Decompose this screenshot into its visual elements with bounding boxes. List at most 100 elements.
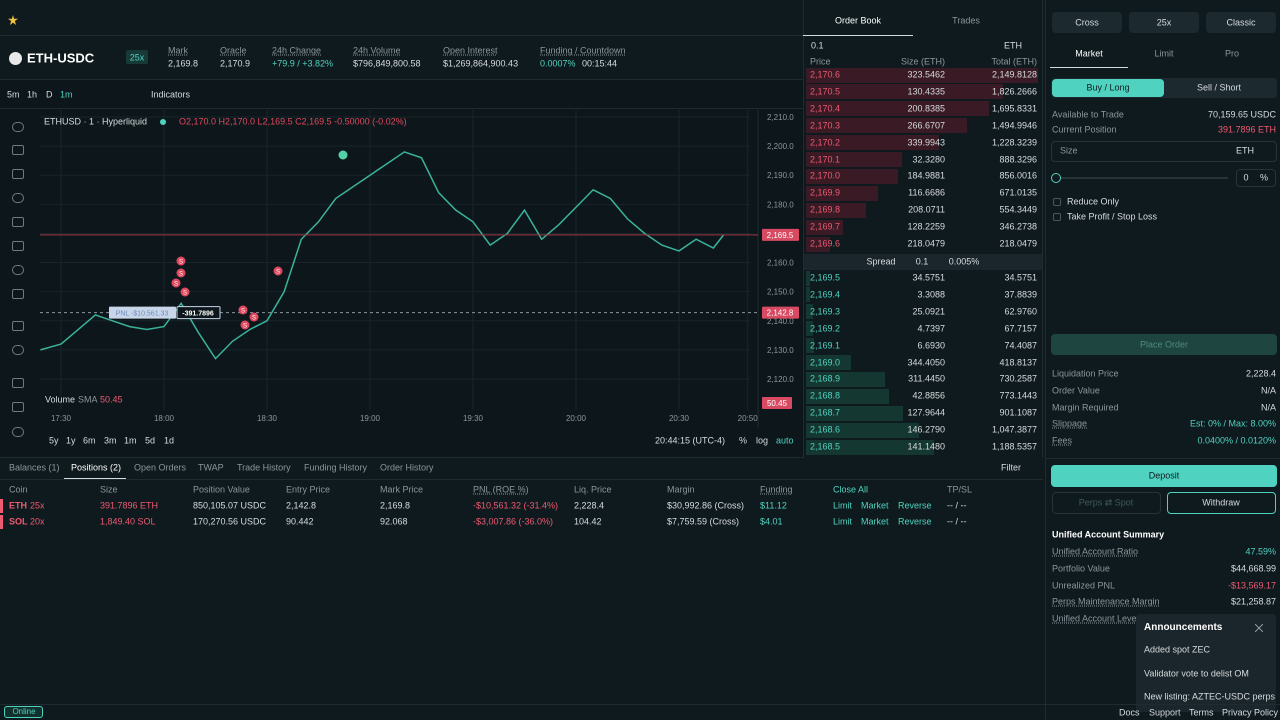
position-action[interactable]: Market (861, 500, 889, 511)
mode-label: 25x (1156, 17, 1172, 28)
order-tab[interactable]: Pro (1224, 48, 1240, 59)
mode-label: Cross (1075, 17, 1099, 28)
coin-leverage: 20x (30, 516, 45, 527)
buy-button[interactable] (1052, 79, 1164, 97)
trades-tab[interactable]: Trades (952, 15, 980, 26)
price-chart: 2,210.02,200.02,190.02,180.02,170.02,160… (40, 110, 799, 428)
tool-icon[interactable] (12, 289, 24, 299)
toolbar-divider (0, 108, 803, 109)
position-action[interactable]: Reverse (898, 500, 932, 511)
position-cell: -$10,561.32 (-31.4%) (473, 500, 559, 511)
pair-name[interactable]: ETH-USDC (27, 50, 95, 66)
coin-leverage: 25x (30, 500, 45, 511)
tool-icon[interactable] (12, 193, 24, 203)
announcement-item[interactable]: Validator vote to delist OM (1144, 668, 1249, 678)
interval[interactable]: 1h (27, 89, 38, 100)
tool-icon[interactable] (12, 122, 24, 132)
checkbox[interactable] (1053, 213, 1061, 221)
position-action[interactable]: Limit (833, 500, 853, 511)
trade-marker-label: S (179, 272, 183, 278)
withdraw-button[interactable] (1167, 492, 1276, 514)
position-action[interactable]: Reverse (898, 516, 932, 527)
positions-tab[interactable]: Trade History (237, 462, 291, 473)
close-icon[interactable] (1255, 624, 1263, 632)
range-button[interactable]: 6m (83, 435, 96, 446)
announcements-card (1136, 614, 1276, 712)
range-button[interactable]: 5y (49, 435, 59, 446)
range-button[interactable]: 1y (66, 435, 76, 446)
divider (0, 479, 1043, 480)
buy-label: Buy / Long (1086, 82, 1130, 93)
slider-thumb[interactable] (1051, 173, 1061, 183)
book-price: 2,169.5 (810, 272, 841, 283)
positions-tab[interactable]: Order History (380, 462, 434, 473)
tool-icon[interactable] (12, 345, 24, 355)
footer-link[interactable]: Docs (1119, 707, 1140, 718)
range-button[interactable]: 1d (164, 435, 175, 446)
footer-link[interactable]: Terms (1189, 707, 1214, 718)
interval[interactable]: 5m (7, 89, 20, 100)
book-total: 2,149.8128 (991, 69, 1037, 80)
depth-bar (806, 219, 844, 235)
book-price: 2,168.7 (810, 407, 841, 418)
chart-legend: ETHUSD · 1 · Hyperliquid (44, 116, 148, 127)
position-action[interactable]: Limit (833, 516, 853, 527)
y-tick-label: 2,150.0 (767, 288, 794, 297)
mode-button[interactable] (1206, 12, 1276, 33)
place-order-button[interactable] (1051, 334, 1277, 355)
book-header: Price (810, 56, 831, 67)
positions-tab[interactable]: TWAP (198, 462, 224, 473)
book-size: 42.8856 (912, 390, 945, 401)
positions-tab[interactable]: Funding History (304, 462, 368, 473)
range-button[interactable]: 1m (124, 435, 137, 446)
book-size: 130.4335 (907, 86, 945, 97)
auto-toggle[interactable]: auto (776, 435, 794, 446)
tool-icon[interactable] (12, 378, 24, 388)
announcement-item[interactable]: Added spot ZEC (1144, 644, 1211, 655)
positions-tab[interactable]: Open Orders (134, 462, 187, 473)
tool-icon[interactable] (12, 265, 24, 275)
log-toggle[interactable]: log (756, 435, 769, 446)
star-icon[interactable] (8, 15, 18, 25)
deposit-button[interactable] (1051, 465, 1277, 487)
mode-button[interactable] (1129, 12, 1199, 33)
interval[interactable]: 1m (60, 89, 73, 100)
tool-icon[interactable] (12, 321, 24, 331)
orderbook-tab[interactable]: Order Book (834, 15, 882, 26)
transfer-button[interactable] (1052, 492, 1161, 514)
tpsl-value: -- / -- (947, 500, 967, 511)
book-unit[interactable]: ETH (1004, 40, 1022, 51)
depth-bar (806, 304, 813, 320)
tool-icon[interactable] (12, 427, 24, 437)
tool-icon[interactable] (12, 145, 24, 155)
tool-icon[interactable] (12, 241, 24, 251)
position-action[interactable]: Market (861, 516, 889, 527)
tool-icon[interactable] (12, 217, 24, 227)
tick-size[interactable]: 0.1 (811, 40, 824, 51)
range-button[interactable]: 3m (104, 435, 117, 446)
tool-icon[interactable] (12, 402, 24, 412)
filter-button[interactable]: Filter (1001, 462, 1021, 473)
indicators-button[interactable]: Indicators (151, 89, 191, 100)
table-header: PNL (ROE %) (473, 484, 529, 495)
size-input[interactable] (1051, 141, 1277, 162)
announcement-item[interactable]: New listing: AZTEC-USDC perps (1144, 691, 1276, 702)
book-size: 323.5462 (907, 69, 945, 80)
order-tab[interactable]: Market (1075, 48, 1103, 59)
book-price: 2,169.1 (810, 340, 841, 351)
footer-link[interactable]: Privacy Policy (1222, 707, 1279, 718)
checkbox[interactable] (1053, 198, 1061, 206)
table-header: Mark Price (380, 484, 424, 495)
range-button[interactable]: 5d (145, 435, 156, 446)
table-header[interactable]: Close All (833, 484, 869, 495)
percent-toggle[interactable]: % (739, 435, 748, 446)
positions-tab[interactable]: Balances (1) (9, 462, 60, 473)
positions-tab[interactable]: Positions (2) (71, 462, 122, 473)
sell-label[interactable]: Sell / Short (1196, 82, 1242, 93)
tool-icon[interactable] (12, 169, 24, 179)
footer-link[interactable]: Support (1149, 707, 1181, 718)
order-tab[interactable]: Limit (1154, 48, 1174, 59)
mode-button[interactable] (1052, 12, 1122, 33)
interval[interactable]: D (46, 89, 53, 100)
